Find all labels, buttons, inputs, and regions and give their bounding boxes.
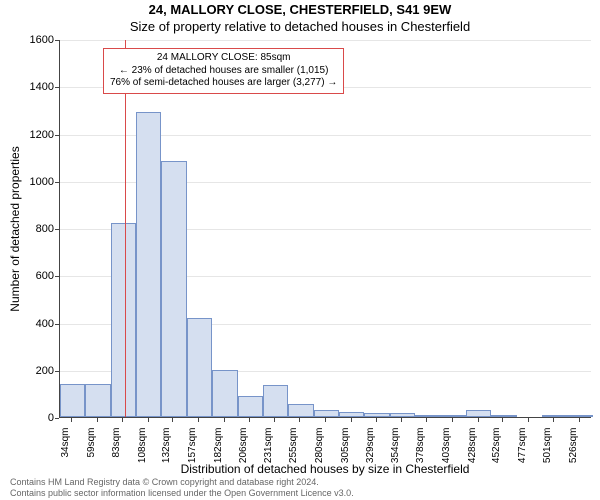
histogram-bar [339, 412, 364, 417]
y-tick [55, 324, 59, 325]
x-tick [351, 418, 352, 422]
x-tick [553, 418, 554, 422]
property-marker-line [125, 40, 126, 417]
y-tick [55, 40, 59, 41]
histogram-bar [542, 415, 567, 417]
gridline [60, 40, 591, 41]
x-tick [478, 418, 479, 422]
histogram-bar [364, 413, 389, 417]
y-tick-label: 800 [4, 223, 54, 235]
x-tick [376, 418, 377, 422]
x-tick [71, 418, 72, 422]
y-tick-label: 1600 [4, 34, 54, 46]
histogram-bar [415, 415, 440, 417]
y-tick-label: 1400 [4, 81, 54, 93]
y-tick [55, 182, 59, 183]
x-tick [325, 418, 326, 422]
histogram-bar [491, 415, 516, 417]
x-tick [148, 418, 149, 422]
histogram-bar [314, 410, 339, 417]
y-tick [55, 276, 59, 277]
x-tick [198, 418, 199, 422]
callout-line2: ← 23% of detached houses are smaller (1,… [110, 65, 337, 78]
x-tick [274, 418, 275, 422]
footer-line2: Contains public sector information licen… [10, 488, 590, 498]
x-tick [249, 418, 250, 422]
y-tick-label: 400 [4, 318, 54, 330]
histogram-bar [187, 318, 212, 417]
callout-box: 24 MALLORY CLOSE: 85sqm ← 23% of detache… [103, 48, 344, 94]
histogram-bar [466, 410, 491, 417]
y-tick-label: 600 [4, 270, 54, 282]
footer-attribution: Contains HM Land Registry data © Crown c… [10, 477, 590, 498]
y-tick-label: 200 [4, 365, 54, 377]
x-tick [122, 418, 123, 422]
callout-line1: 24 MALLORY CLOSE: 85sqm [110, 52, 337, 65]
histogram-bar [136, 112, 161, 417]
histogram-bar [161, 161, 186, 417]
histogram-plot [59, 40, 591, 418]
title-subtitle: Size of property relative to detached ho… [0, 19, 600, 34]
x-tick [401, 418, 402, 422]
histogram-bar [288, 404, 313, 417]
y-tick [55, 229, 59, 230]
histogram-bar [212, 370, 237, 417]
histogram-bar [390, 413, 415, 417]
x-tick [224, 418, 225, 422]
x-tick [426, 418, 427, 422]
title-address: 24, MALLORY CLOSE, CHESTERFIELD, S41 9EW [0, 2, 600, 17]
histogram-bar [60, 384, 85, 417]
container: 24, MALLORY CLOSE, CHESTERFIELD, S41 9EW… [0, 0, 600, 500]
histogram-bar [111, 223, 136, 417]
histogram-bar [263, 385, 288, 417]
callout-line3: 76% of semi-detached houses are larger (… [110, 77, 337, 90]
y-tick-label: 1000 [4, 176, 54, 188]
y-tick [55, 418, 59, 419]
x-tick [452, 418, 453, 422]
histogram-bar [85, 384, 110, 417]
histogram-bar [238, 396, 263, 417]
x-tick [502, 418, 503, 422]
x-axis-label: Distribution of detached houses by size … [59, 462, 591, 476]
y-tick [55, 371, 59, 372]
x-tick [579, 418, 580, 422]
y-tick [55, 87, 59, 88]
y-tick-label: 1200 [4, 129, 54, 141]
x-tick [528, 418, 529, 422]
y-tick-label: 0 [4, 412, 54, 424]
y-tick [55, 135, 59, 136]
histogram-bar [440, 415, 465, 417]
x-tick [97, 418, 98, 422]
footer-line1: Contains HM Land Registry data © Crown c… [10, 477, 590, 487]
histogram-bar [567, 415, 592, 417]
x-tick [172, 418, 173, 422]
x-tick [299, 418, 300, 422]
